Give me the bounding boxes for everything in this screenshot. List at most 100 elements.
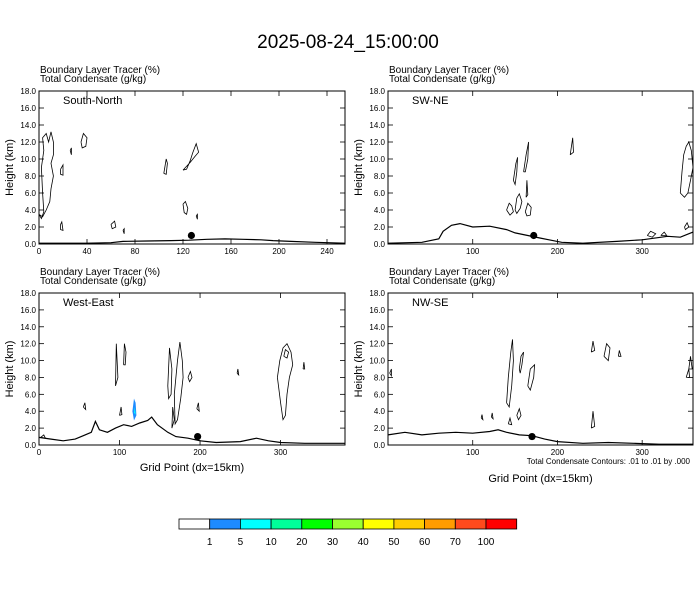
y-tick-label: 18.0 — [369, 87, 385, 96]
tracer-fill — [134, 407, 136, 415]
y-tick-label: 18.0 — [369, 289, 385, 298]
condensate-contour — [82, 402, 87, 411]
y-tick-label: 6.0 — [25, 390, 37, 399]
colorbar: 1 5 10 20 30 40 50 60 70 100 — [178, 518, 518, 548]
panel-name: South-North — [63, 95, 122, 107]
y-tick-label: 4.0 — [374, 407, 386, 416]
y-tick-label: 14.0 — [20, 121, 36, 130]
condensate-contour — [590, 341, 596, 353]
x-tick-label: 120 — [176, 247, 190, 256]
condensate-contour — [389, 368, 392, 378]
colorbar-label: 60 — [419, 537, 431, 548]
y-axis-title: Height (km) — [353, 139, 365, 196]
condensate-contour — [524, 202, 532, 217]
y-tick-label: 12.0 — [20, 340, 36, 349]
colorbar-label: 40 — [358, 537, 370, 548]
condensate-contour — [38, 131, 54, 220]
plot-frame — [387, 292, 694, 446]
y-tick-label: 12.0 — [20, 138, 36, 147]
condensate-contour — [277, 343, 294, 421]
condensate-contour — [195, 213, 198, 220]
x-axis-title: Grid Point (dx=15km) — [140, 462, 244, 474]
condensate-contour — [40, 434, 47, 439]
condensate-contour — [60, 220, 64, 231]
colorbar-label: 10 — [266, 537, 278, 548]
y-tick-label: 0.0 — [25, 240, 37, 249]
y-axis-title: Height (km) — [353, 341, 365, 398]
x-tick-label: 300 — [274, 448, 288, 457]
y-tick-label: 0.0 — [374, 240, 386, 249]
condensate-contour — [646, 230, 657, 238]
colorbar-swatch — [362, 518, 395, 530]
condensate-contour — [527, 363, 536, 392]
y-tick-label: 10.0 — [369, 155, 385, 164]
plot-frame — [38, 90, 346, 245]
y-tick-label: 18.0 — [20, 87, 36, 96]
y-tick-label: 2.0 — [374, 223, 386, 232]
condensate-contour — [283, 348, 290, 359]
y-axis-title: Height (km) — [4, 341, 16, 398]
y-tick-label: 0.0 — [25, 441, 37, 450]
y-tick-label: 18.0 — [20, 289, 36, 298]
x-tick-label: 200 — [551, 448, 565, 457]
condensate-contour — [618, 350, 622, 357]
panel-sw-ne: Boundary Layer Tracer (%)Total Condensat… — [353, 65, 694, 256]
terrain-line — [39, 238, 346, 244]
x-tick-label: 0 — [37, 448, 42, 457]
condensate-contour — [506, 339, 514, 409]
panel-subtitle-tracer: Boundary Layer Tracer (%) — [40, 267, 160, 278]
colorbar-swatch — [209, 518, 241, 530]
x-tick-label: 200 — [551, 247, 565, 256]
y-tick-label: 6.0 — [374, 189, 386, 198]
panels: Boundary Layer Tracer (%) Total Condensat… — [4, 65, 694, 485]
colorbar-swatch — [301, 518, 333, 530]
terrain-line — [38, 416, 345, 444]
terrain-line — [387, 429, 693, 445]
condensate-contour — [182, 142, 200, 171]
condensate-contour — [167, 347, 173, 400]
y-tick-label: 12.0 — [369, 340, 385, 349]
y-tick-label: 2.0 — [374, 424, 386, 433]
x-tick-label: 200 — [193, 448, 207, 457]
condensate-contour — [685, 368, 691, 378]
colorbar-label: 100 — [478, 537, 495, 548]
condensate-contour — [163, 158, 168, 175]
x-tick-label: 200 — [272, 247, 286, 256]
colorbar-swatch — [270, 518, 303, 530]
panel-subtitle-condensate: Total Condensate (g/kg) — [389, 276, 495, 287]
y-tick-label: 16.0 — [369, 306, 385, 315]
colorbar-label: 5 — [238, 537, 244, 548]
condensate-contour — [187, 370, 193, 383]
condensate-contour — [69, 147, 72, 155]
condensate-contour — [119, 406, 123, 416]
plot-frame — [387, 90, 694, 245]
y-tick-label: 0.0 — [374, 441, 386, 450]
condensate-contour — [171, 406, 175, 429]
colorbar-swatch — [485, 518, 518, 530]
plot-frame — [38, 292, 346, 446]
y-axis-title: Height (km) — [4, 139, 16, 196]
x-axis-title: Grid Point (dx=15km) — [488, 473, 592, 485]
condensate-contour — [110, 220, 117, 230]
condensate-contour — [80, 132, 88, 149]
y-tick-label: 4.0 — [25, 407, 37, 416]
condensate-contour — [660, 231, 668, 236]
y-tick-label: 16.0 — [20, 104, 36, 113]
y-tick-label: 14.0 — [369, 323, 385, 332]
condensate-contour — [518, 351, 524, 374]
condensate-contour — [115, 343, 119, 387]
colorbar-swatch — [332, 518, 364, 530]
x-tick-label: 240 — [320, 247, 334, 256]
figure-title: 2025-08-24_15:00:00 — [257, 32, 439, 53]
colorbar-label: 70 — [450, 537, 462, 548]
colorbar-swatch — [424, 518, 456, 530]
tracer-fill — [132, 398, 137, 421]
condensate-contour — [514, 192, 523, 215]
y-tick-label: 8.0 — [25, 172, 37, 181]
y-tick-label: 6.0 — [25, 189, 37, 198]
x-tick-label: 160 — [224, 247, 238, 256]
condensate-contour — [679, 141, 694, 198]
location-marker — [187, 231, 195, 240]
y-tick-label: 16.0 — [369, 104, 385, 113]
